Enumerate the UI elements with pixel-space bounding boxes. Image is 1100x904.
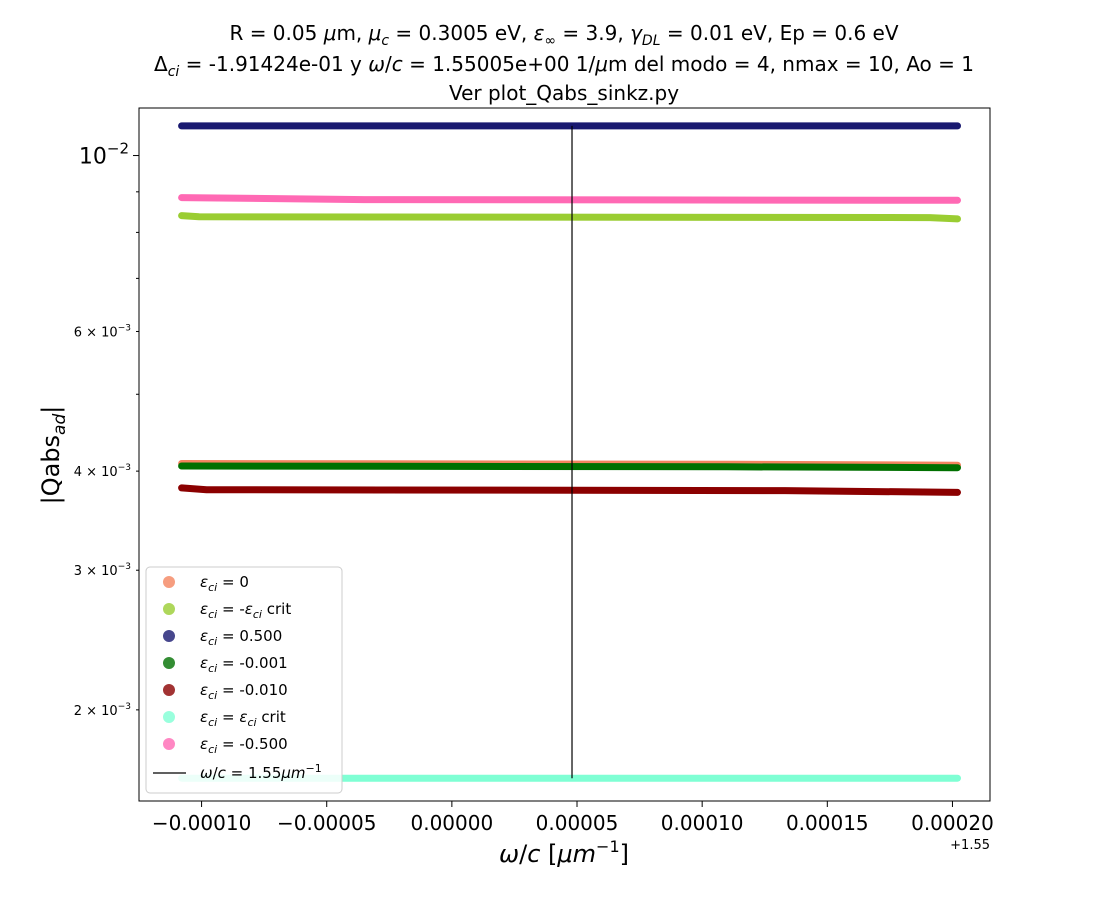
legend-marker-4 <box>163 684 175 696</box>
legend: εci = 0 εci = -εci crit εci = 0.500 εci = -… <box>145 566 343 794</box>
title-line-3: Ver plot_Qabs_sinkz.py <box>449 81 679 105</box>
x-offset-label: +1.55 <box>950 838 990 853</box>
legend-box <box>145 566 343 794</box>
x-axis-ticks: −0.00010 −0.00005 0.00000 0.00005 0.00010 0.0… <box>152 801 994 835</box>
x-tick-label: 0.00020 <box>911 811 994 835</box>
legend-marker-2 <box>163 630 175 642</box>
legend-marker-5 <box>163 711 175 723</box>
x-tick-label: −0.00005 <box>277 811 376 835</box>
legend-marker-1 <box>163 603 175 615</box>
x-tick-label: 0.00005 <box>536 811 619 835</box>
y-major-tick-label: 10−2 <box>79 140 129 170</box>
legend-label-2: εci = 0.500 <box>200 627 282 648</box>
y-axis-ticks: 10−2 6 × 10−3 4 × 10−3 3 × 10−3 2 × 10−3 <box>74 140 139 719</box>
legend-marker-3 <box>163 657 175 669</box>
x-tick-label: 0.00010 <box>661 811 744 835</box>
legend-items: εci = 0 εci = -εci crit εci = 0.500 εci = -… <box>153 573 322 782</box>
legend-marker-0 <box>163 576 175 588</box>
legend-label-5: εci = εci crit <box>200 708 286 729</box>
legend-label-1: εci = -εci crit <box>200 600 291 621</box>
series-line-3 <box>178 462 961 472</box>
legend-label-6: εci = -0.500 <box>200 735 288 756</box>
title-line-2: Δci = -1.91424e-01 y ω/c = 1.55005e+00 1… <box>154 52 974 80</box>
legend-label-3: εci = -0.001 <box>200 654 288 675</box>
y-minor-tick-label: 3 × 10−3 <box>74 562 131 579</box>
y-minor-tick-label: 4 × 10−3 <box>74 463 131 480</box>
series-line-1 <box>178 212 961 223</box>
y-minor-tick-label: 6 × 10−3 <box>74 323 131 340</box>
legend-marker-6 <box>163 738 175 750</box>
legend-label-0: εci = 0 <box>200 573 249 594</box>
y-minor-tick-label: 2 × 10−3 <box>74 702 131 719</box>
series-layer <box>178 122 961 782</box>
x-tick-label: 0.00015 <box>786 811 869 835</box>
x-tick-label: −0.00010 <box>152 811 251 835</box>
x-tick-label: 0.00000 <box>411 811 494 835</box>
series-line-4 <box>178 484 961 496</box>
legend-label-4: εci = -0.010 <box>200 681 288 702</box>
series-line-6 <box>178 194 961 204</box>
legend-label-vline: ω/c = 1.55μm−1 <box>200 762 322 782</box>
chart-title: R = 0.05 μm, μc = 0.3005 eV, ε∞ = 3.9, γ… <box>154 21 974 105</box>
plot-frame <box>138 107 991 802</box>
title-line-1: R = 0.05 μm, μc = 0.3005 eV, ε∞ = 3.9, γ… <box>229 21 898 49</box>
